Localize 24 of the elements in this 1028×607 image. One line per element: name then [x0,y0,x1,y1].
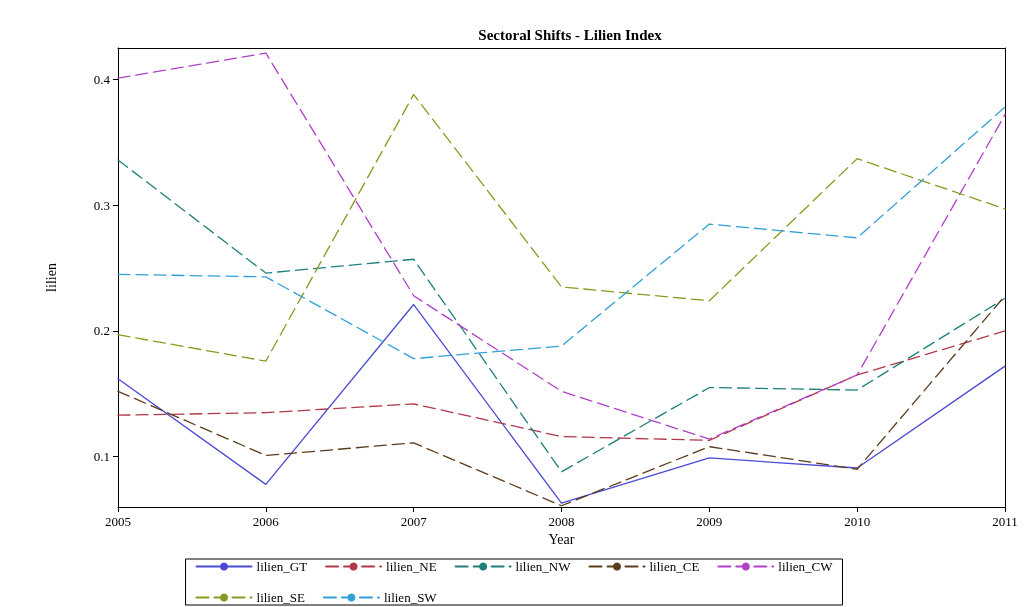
legend-label: lilien_CE [649,559,700,574]
x-tick-label: 2011 [992,514,1018,529]
y-tick-label: 0.3 [93,197,110,213]
chart-title: Sectoral Shifts - Lilien Index [478,26,663,43]
line-series [117,52,1006,440]
legend-label: lilien_GT [256,559,308,574]
x-tick-label: 2005 [105,514,131,529]
legend-label: lilien_SW [383,590,438,605]
x-tick-label: 2008 [548,514,575,529]
y-tick-label: 0.1 [93,449,110,465]
legend-label: lilien_NE [386,559,437,574]
y-tick-label: 0.4 [93,71,111,87]
x-tick-label: 2006 [252,514,280,529]
y-tick-label: 0.2 [93,323,110,339]
y-axis-title: lilien [43,263,59,292]
x-axis-title: Year [548,532,575,548]
legend-label: lilien_NW [515,559,572,574]
x-tick-label: 2007 [400,514,428,529]
legend-label: lilien_SE [256,590,305,605]
line-series [117,330,1006,441]
x-tick-label: 2009 [696,514,723,529]
line-series [117,159,1006,473]
x-tick-label: 2010 [844,514,871,529]
legend-label: lilien_CW [778,559,834,574]
